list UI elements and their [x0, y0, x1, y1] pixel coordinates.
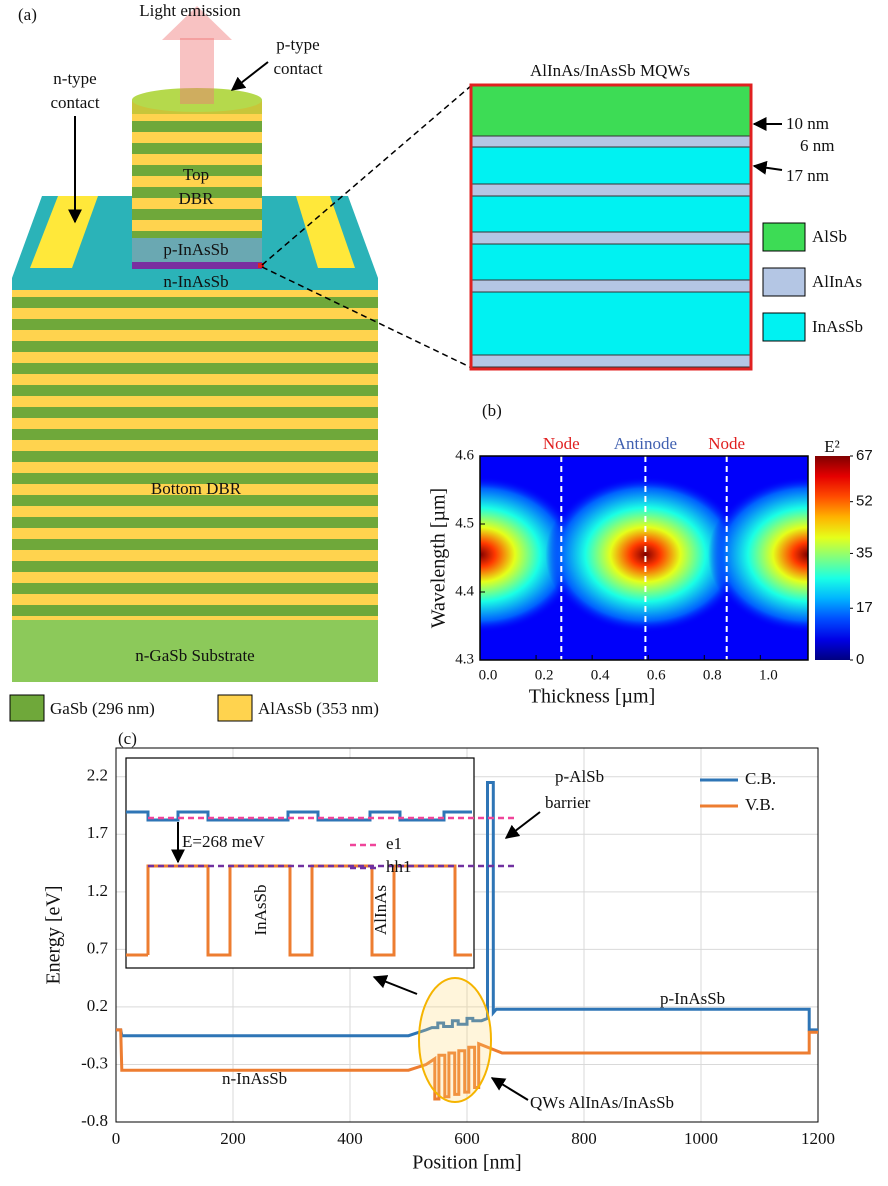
- colorbar-label: E²: [824, 437, 839, 456]
- thickness-label: 6 nm: [800, 136, 834, 155]
- arrow: [492, 1078, 528, 1100]
- substrate-label: n-GaSb Substrate: [135, 646, 254, 665]
- panel-label: (a): [18, 5, 37, 24]
- legend-label: AlInAs: [812, 272, 862, 291]
- mqw-stack: [472, 86, 750, 367]
- x-tick-label: 600: [454, 1129, 480, 1148]
- colorbar-tick-label: 67: [856, 447, 873, 464]
- y-tick-label: 1.2: [87, 881, 108, 900]
- x-tick-label: 0: [112, 1129, 121, 1148]
- inset-level: hh1: [386, 857, 412, 876]
- inset-layer: AlInAs: [371, 885, 390, 935]
- p-contact-label: contact: [273, 59, 322, 78]
- colorbar-tick-label: 0: [856, 651, 864, 668]
- legend-swatch: [10, 695, 44, 721]
- legend-label: GaSb (296 nm): [50, 699, 155, 718]
- legend-label: AlSb: [812, 227, 847, 246]
- light-emission-label: Light emission: [139, 1, 241, 20]
- top-dbr-label: Top: [183, 165, 209, 184]
- inset-layer: InAsSb: [251, 884, 270, 935]
- colorbar-tick-label: 17: [856, 599, 873, 616]
- mqw-title: AlInAs/InAsSb MQWs: [530, 61, 690, 80]
- x-tick-label: 0.2: [535, 667, 554, 683]
- x-tick-label: 400: [337, 1129, 363, 1148]
- y-axis-title: Energy [eV]: [43, 885, 65, 984]
- inset-level: e1: [386, 834, 402, 853]
- inset-frame: [126, 758, 474, 968]
- y-tick-label: -0.8: [81, 1111, 108, 1130]
- x-tick-label: 0.4: [591, 667, 610, 683]
- y-axis-title: Wavelength [µm]: [428, 488, 450, 628]
- top-dbr-label: DBR: [179, 189, 215, 208]
- x-tick-label: 0.8: [703, 667, 722, 683]
- n-layer-label: n-InAsSb: [163, 272, 228, 291]
- x-tick-label: 200: [220, 1129, 246, 1148]
- y-tick-label: 4.3: [455, 651, 474, 667]
- p-contact-label: p-type: [276, 35, 319, 54]
- x-tick-label: 1.0: [759, 667, 778, 683]
- x-tick-label: 0.6: [647, 667, 666, 683]
- legend-swatch: [763, 223, 805, 251]
- panel-label: (b): [482, 401, 502, 420]
- y-tick-label: 1.7: [87, 823, 109, 842]
- x-tick-label: 1000: [684, 1129, 718, 1148]
- y-tick-label: 4.5: [455, 515, 474, 531]
- x-tick-label: 0.0: [479, 667, 498, 683]
- legend-swatch: [763, 268, 805, 296]
- y-tick-label: 4.4: [455, 583, 474, 599]
- colorbar-tick-label: 35: [856, 544, 873, 561]
- panel-c-notes: p-AlSb barrier p-InAsSb n-InAsSb QWs AlI…: [126, 758, 725, 1112]
- mqw-layer: [132, 262, 262, 269]
- figure: (a) Light emission p-type contact n-type…: [0, 0, 888, 1186]
- node-label: Node: [708, 434, 745, 453]
- node-label: Antinode: [614, 434, 677, 453]
- zoom-line: [262, 85, 472, 265]
- legend-label: AlAsSb (353 nm): [258, 699, 379, 718]
- legend-swatch: [763, 313, 805, 341]
- arrow: [232, 62, 268, 90]
- qw-highlight: [419, 978, 491, 1102]
- y-tick-label: 0.7: [87, 938, 109, 957]
- x-tick-label: 800: [571, 1129, 597, 1148]
- x-axis-title: Thickness [µm]: [529, 686, 656, 708]
- colorbar: [815, 456, 850, 660]
- p-layer-label: p-InAsSb: [163, 240, 228, 259]
- y-tick-label: 4.6: [455, 447, 474, 463]
- legend-label: V.B.: [745, 795, 775, 814]
- page: (a) Light emission p-type contact n-type…: [0, 0, 888, 1186]
- x-axis-title: Position [nm]: [412, 1152, 521, 1174]
- n-contact-label: contact: [50, 93, 99, 112]
- annotation: p-AlSb: [555, 767, 604, 786]
- x-tick-label: 1200: [801, 1129, 835, 1148]
- arrow: [374, 977, 417, 994]
- thickness-label: 10 nm: [786, 114, 829, 133]
- annotation: p-InAsSb: [660, 989, 725, 1008]
- arrow: [754, 166, 782, 170]
- panel-label: (c): [118, 729, 137, 748]
- colorbar-tick-label: 52: [856, 493, 873, 510]
- heatmap: [380, 456, 888, 660]
- y-tick-label: 0.2: [87, 996, 108, 1015]
- n-contact-label: n-type: [53, 69, 96, 88]
- legend-label: InAsSb: [812, 317, 863, 336]
- legend-swatch: [218, 695, 252, 721]
- node-label: Node: [543, 434, 580, 453]
- thickness-label: 17 nm: [786, 166, 829, 185]
- emission-arrow: [180, 38, 214, 104]
- annotation: QWs AlInAs/InAsSb: [530, 1093, 674, 1112]
- bottom-dbr-label: Bottom DBR: [151, 479, 242, 498]
- annotation: n-InAsSb: [222, 1069, 287, 1088]
- inset-energy: E=268 meV: [182, 832, 265, 851]
- annotation: barrier: [545, 793, 591, 812]
- bottom-dbr: [12, 290, 378, 620]
- y-tick-label: 2.2: [87, 766, 108, 785]
- y-tick-label: -0.3: [81, 1053, 108, 1072]
- legend-label: C.B.: [745, 769, 776, 788]
